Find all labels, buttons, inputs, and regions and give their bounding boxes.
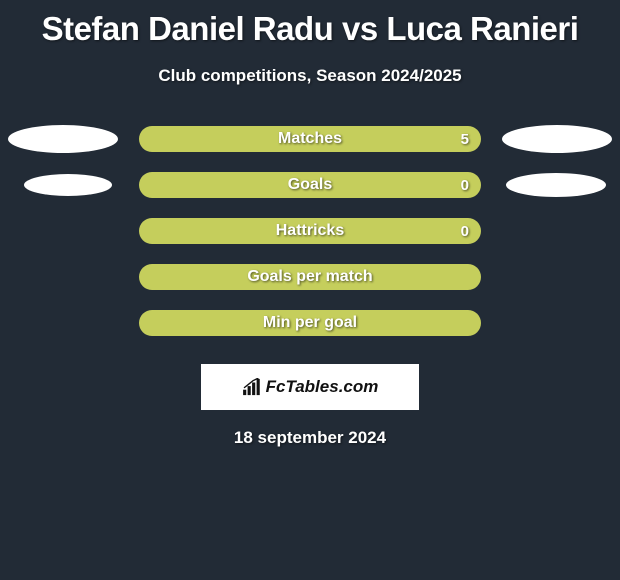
stat-bar: Matches 5 (139, 126, 481, 152)
logo-text: FcTables.com (266, 377, 379, 397)
comparison-chart: Matches 5 Goals 0 Hattricks 0 Goals per … (0, 116, 620, 346)
stat-row: Hattricks 0 (0, 208, 620, 254)
stat-label: Goals per match (139, 268, 481, 286)
stat-label: Min per goal (139, 314, 481, 332)
stat-value: 0 (461, 223, 469, 240)
page-title: Stefan Daniel Radu vs Luca Ranieri (0, 0, 620, 48)
stat-value: 5 (461, 131, 469, 148)
date-label: 18 september 2024 (0, 428, 620, 448)
ellipse-right-icon (502, 125, 612, 153)
stat-bar: Goals 0 (139, 172, 481, 198)
stat-row: Goals 0 (0, 162, 620, 208)
stat-row: Matches 5 (0, 116, 620, 162)
ellipse-left-icon (8, 125, 118, 153)
stat-row: Goals per match (0, 254, 620, 300)
stat-bar: Min per goal (139, 310, 481, 336)
chart-icon (242, 378, 264, 396)
stat-label: Hattricks (139, 222, 481, 240)
logo-box: FcTables.com (201, 364, 419, 410)
stat-label: Matches (139, 130, 481, 148)
stat-row: Min per goal (0, 300, 620, 346)
stat-value: 0 (461, 177, 469, 194)
ellipse-left-icon (24, 174, 112, 196)
page-subtitle: Club competitions, Season 2024/2025 (0, 66, 620, 86)
stat-label: Goals (139, 176, 481, 194)
logo-content: FcTables.com (242, 377, 379, 397)
ellipse-right-icon (506, 173, 606, 197)
stat-bar: Hattricks 0 (139, 218, 481, 244)
stat-bar: Goals per match (139, 264, 481, 290)
